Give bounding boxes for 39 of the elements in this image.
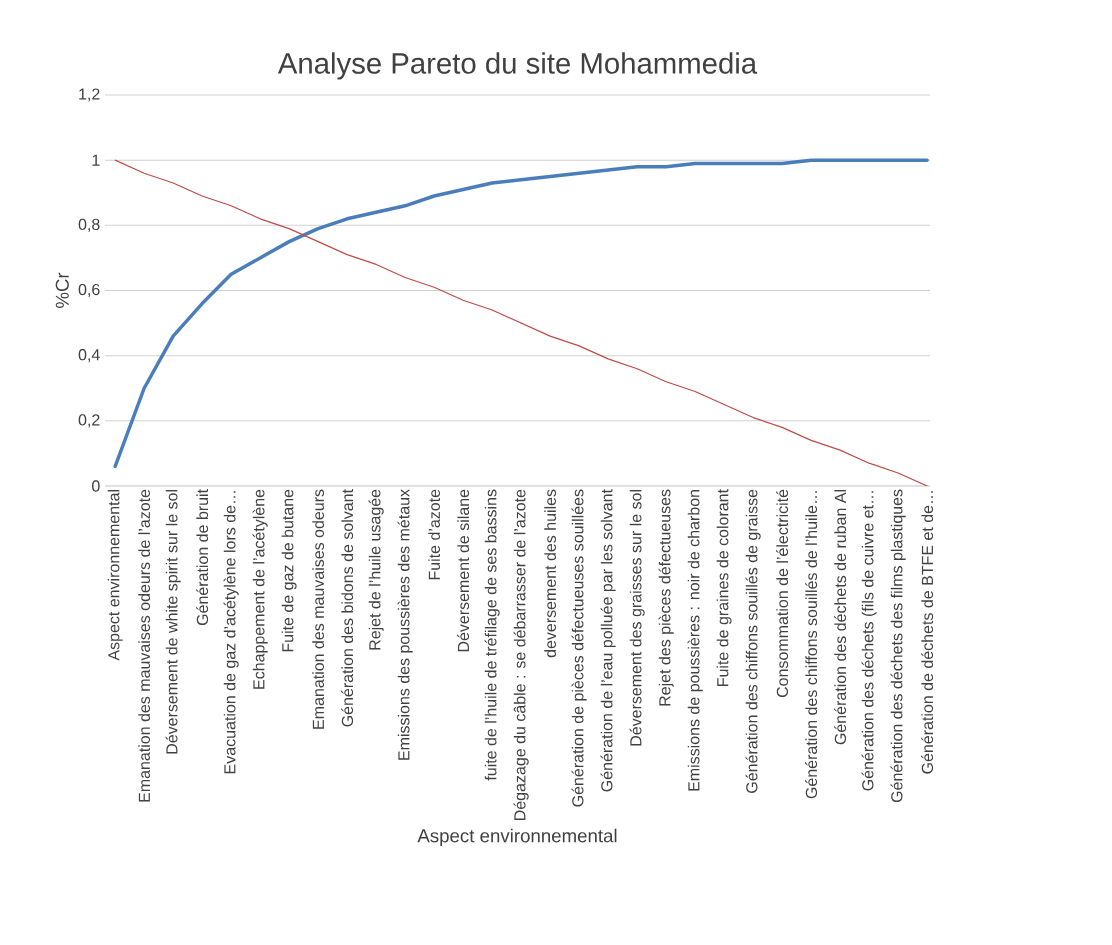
y-tick-label: 0,8 [78, 218, 100, 232]
y-tick-label: 0,4 [78, 349, 100, 363]
x-tick-label: Fuite de graines de colorant [716, 489, 732, 686]
x-tick-label: Génération des déchets des films plastiques [890, 489, 906, 803]
x-tick-label: Evacuation de gaz d’acétylène lors de… [223, 491, 239, 774]
x-tick-label: Déversement de white spirit sur le sol [165, 490, 181, 754]
x-tick-label: Echappement de l’acétylène [252, 489, 268, 689]
x-tick-label: Déversement de silane [457, 489, 470, 652]
x-tick-label: Génération des chiffons souillés de l’huile… [805, 491, 818, 799]
x-tick-label: Génération de pièces défectueuses souillées [571, 489, 587, 807]
y-tick-label: 1,2 [79, 88, 100, 102]
x-tick-label: Génération des déchets (fils de cuivre et… [861, 491, 877, 791]
x-tick-label: fuite de l’huile de tréfilage de ses bassins [484, 489, 500, 781]
x-tick-label: Génération de bruit [196, 489, 209, 626]
x-tick-label: Emissions de poussières : noir de charbon [687, 490, 703, 791]
y-tick-label: 0,6 [78, 283, 100, 298]
x-tick-label: Consommation de l’électricité [776, 489, 789, 698]
x-tick-label: Rejet des pièces défectueuses [658, 489, 674, 706]
x-tick-label: Rejet de l’huile usagée [368, 489, 384, 650]
x-tick-label: Aspect environnemental [107, 490, 123, 661]
y-tick-label: 0,2 [78, 414, 100, 428]
x-tick-label: Fuite d’azote [428, 489, 440, 580]
x-tick-label: Génération des déchets de ruban Al [834, 490, 847, 745]
y-axis-title: %Cr [55, 272, 69, 308]
x-axis-title: Aspect environnemental [417, 828, 617, 847]
y-tick-label: 1 [92, 154, 100, 166]
x-tick-label: Génération des bidons de solvant [341, 489, 354, 727]
x-tick-label: Emanation des mauvaises odeurs [312, 489, 325, 729]
x-tick-label: Emanation des mauvaises odeurs de l’azote [138, 489, 151, 802]
chart-title: Analyse Pareto du site Mohammedia [277, 52, 758, 80]
x-tick-label: Déversement des graisses sur le sol [629, 490, 645, 746]
x-tick-label: Fuite de gaz de butane [281, 489, 297, 652]
x-tick-label: Génération de l’eau polluée par les solvant [600, 489, 616, 792]
x-tick-label: Génération des chiffons souillés de graisse [745, 489, 761, 793]
x-tick-label: Emissions des poussières des métaux [397, 489, 413, 760]
x-tick-label: Génération de déchets de BTFE et de… [921, 491, 934, 774]
x-tick-label: Dégazage du câble : se débarrasser de l’azote [513, 489, 529, 820]
x-tick-label: deversement des huiles [544, 489, 556, 658]
y-tick-label: 0 [92, 480, 100, 492]
